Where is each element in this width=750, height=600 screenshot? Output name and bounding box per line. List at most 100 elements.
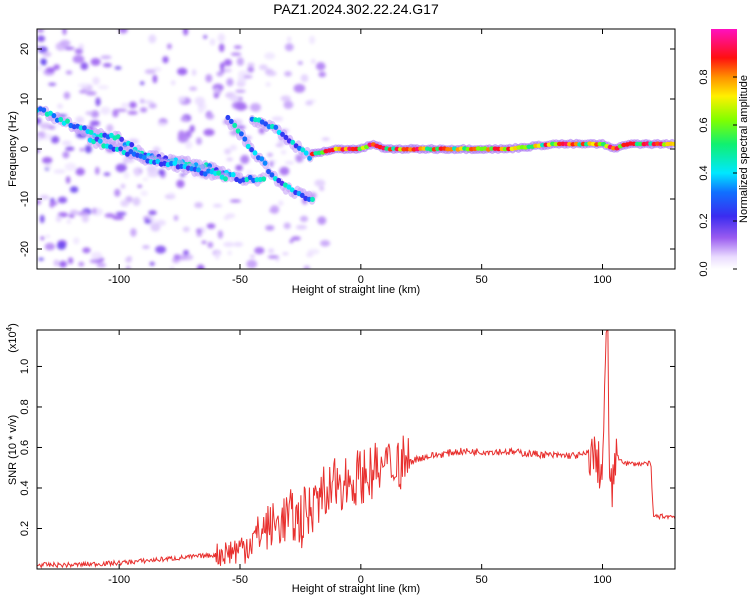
spectral-blob bbox=[203, 128, 215, 136]
spectral-blob bbox=[92, 207, 97, 215]
spectral-blob bbox=[82, 247, 91, 254]
spectral-blob bbox=[150, 223, 161, 232]
spectral-blob bbox=[258, 64, 268, 71]
spectral-blob bbox=[143, 177, 148, 181]
spectral-blob bbox=[189, 125, 195, 133]
spectral-blob bbox=[236, 57, 244, 66]
spectral-blob bbox=[44, 162, 53, 169]
spectral-blob bbox=[53, 259, 60, 267]
spectral-blob bbox=[100, 106, 111, 115]
spectral-blob bbox=[227, 250, 232, 256]
spectral-blob bbox=[37, 29, 45, 33]
spectral-blob bbox=[84, 144, 92, 154]
spectral-blob bbox=[218, 43, 225, 53]
spectral-blob bbox=[320, 240, 331, 247]
spectral-blob bbox=[157, 169, 165, 176]
spectral-blob bbox=[314, 179, 326, 187]
spectral-blob bbox=[102, 63, 112, 68]
spectral-blob bbox=[299, 215, 309, 222]
y-tick-label: -10 bbox=[19, 191, 31, 207]
spectral-blob bbox=[254, 247, 265, 255]
y-tick-label: 10 bbox=[19, 93, 31, 105]
spectral-blob bbox=[69, 186, 79, 193]
spectral-blob bbox=[249, 254, 256, 259]
spectral-blob bbox=[37, 149, 41, 153]
spectral-blob bbox=[53, 64, 60, 70]
spectral-blob bbox=[125, 151, 130, 157]
spectral-blob bbox=[78, 125, 84, 131]
spectral-blob bbox=[228, 118, 234, 124]
spectral-blob bbox=[82, 125, 87, 131]
spectral-blob bbox=[176, 179, 185, 188]
spectral-blob bbox=[89, 120, 100, 127]
spectral-blob bbox=[45, 234, 50, 238]
spectral-blob bbox=[42, 51, 52, 58]
spectral-blob bbox=[140, 107, 148, 113]
spectral-blob bbox=[125, 265, 131, 269]
spectral-blob bbox=[77, 83, 90, 88]
spectral-blob bbox=[146, 164, 158, 174]
spectral-blob bbox=[223, 216, 230, 220]
spectral-blob bbox=[224, 148, 232, 155]
spectral-blob bbox=[155, 158, 161, 164]
spectral-blob bbox=[166, 43, 172, 50]
spectral-blob bbox=[48, 125, 56, 130]
spectral-blob bbox=[202, 171, 208, 177]
spectral-blob bbox=[235, 89, 246, 93]
spectrogram-x-axis-label: Height of straight line (km) bbox=[292, 284, 420, 296]
spectral-blob bbox=[125, 257, 132, 263]
spectral-blob bbox=[262, 160, 268, 166]
spectral-blob bbox=[223, 59, 232, 67]
spectral-blob bbox=[95, 97, 101, 107]
spectral-ridge bbox=[224, 114, 316, 205]
spectral-blob bbox=[75, 167, 85, 176]
spectral-blob bbox=[49, 201, 55, 208]
spectral-blob bbox=[149, 261, 155, 266]
spectral-blob bbox=[57, 103, 63, 109]
spectral-blob bbox=[259, 156, 265, 162]
spectral-blob bbox=[140, 190, 148, 197]
spectral-blob bbox=[226, 78, 234, 87]
spectral-blob bbox=[216, 170, 222, 176]
spectral-blob bbox=[245, 143, 251, 149]
spectral-ridge bbox=[248, 114, 314, 163]
spectral-blob bbox=[129, 142, 135, 148]
y-tick-label: 20 bbox=[19, 43, 31, 55]
spectral-blob bbox=[300, 74, 309, 83]
spectral-blob bbox=[128, 101, 137, 109]
spectral-blob bbox=[39, 194, 50, 200]
spectral-blob bbox=[79, 148, 85, 152]
spectral-blob bbox=[217, 230, 223, 239]
spectral-blob bbox=[65, 70, 73, 75]
spectral-blob bbox=[95, 166, 100, 175]
colorbar: 0.0 0.2 0.4 0.6 0.8 Normalized spectral ampl… bbox=[698, 29, 750, 277]
spectral-blob bbox=[671, 141, 675, 147]
chart-title: PAZ1.2024.302.22.24.G17 bbox=[273, 1, 439, 17]
spectral-blob bbox=[243, 75, 253, 79]
spectral-blob bbox=[96, 262, 107, 268]
spectral-ridge bbox=[309, 138, 675, 158]
spectral-blob bbox=[63, 91, 71, 100]
spectral-blob bbox=[141, 154, 147, 160]
y-tick-label: 0.2 bbox=[19, 521, 31, 536]
spectral-blob bbox=[63, 46, 75, 51]
spectral-blob bbox=[169, 265, 175, 269]
colorbar-ticks: 0.0 0.2 0.4 0.6 0.8 bbox=[698, 69, 737, 277]
spectral-blob bbox=[144, 69, 156, 75]
spectral-blob bbox=[92, 76, 100, 85]
colorbar-tick-label: 0.0 bbox=[698, 261, 710, 276]
spectral-blob bbox=[284, 43, 294, 52]
spectral-blob bbox=[50, 135, 60, 144]
spectral-blob bbox=[319, 186, 325, 191]
y-tick-label: 0.6 bbox=[19, 440, 31, 455]
spectral-blob bbox=[196, 137, 202, 145]
spectral-blob bbox=[57, 196, 68, 204]
spectral-blob bbox=[299, 192, 305, 198]
spectral-blob bbox=[67, 257, 74, 265]
spectral-blob bbox=[295, 225, 308, 230]
spectral-blob bbox=[254, 177, 260, 183]
spectral-blob bbox=[310, 58, 316, 64]
spectral-blob bbox=[321, 137, 330, 141]
spectral-blob bbox=[268, 248, 275, 254]
spectral-blob bbox=[233, 45, 242, 49]
